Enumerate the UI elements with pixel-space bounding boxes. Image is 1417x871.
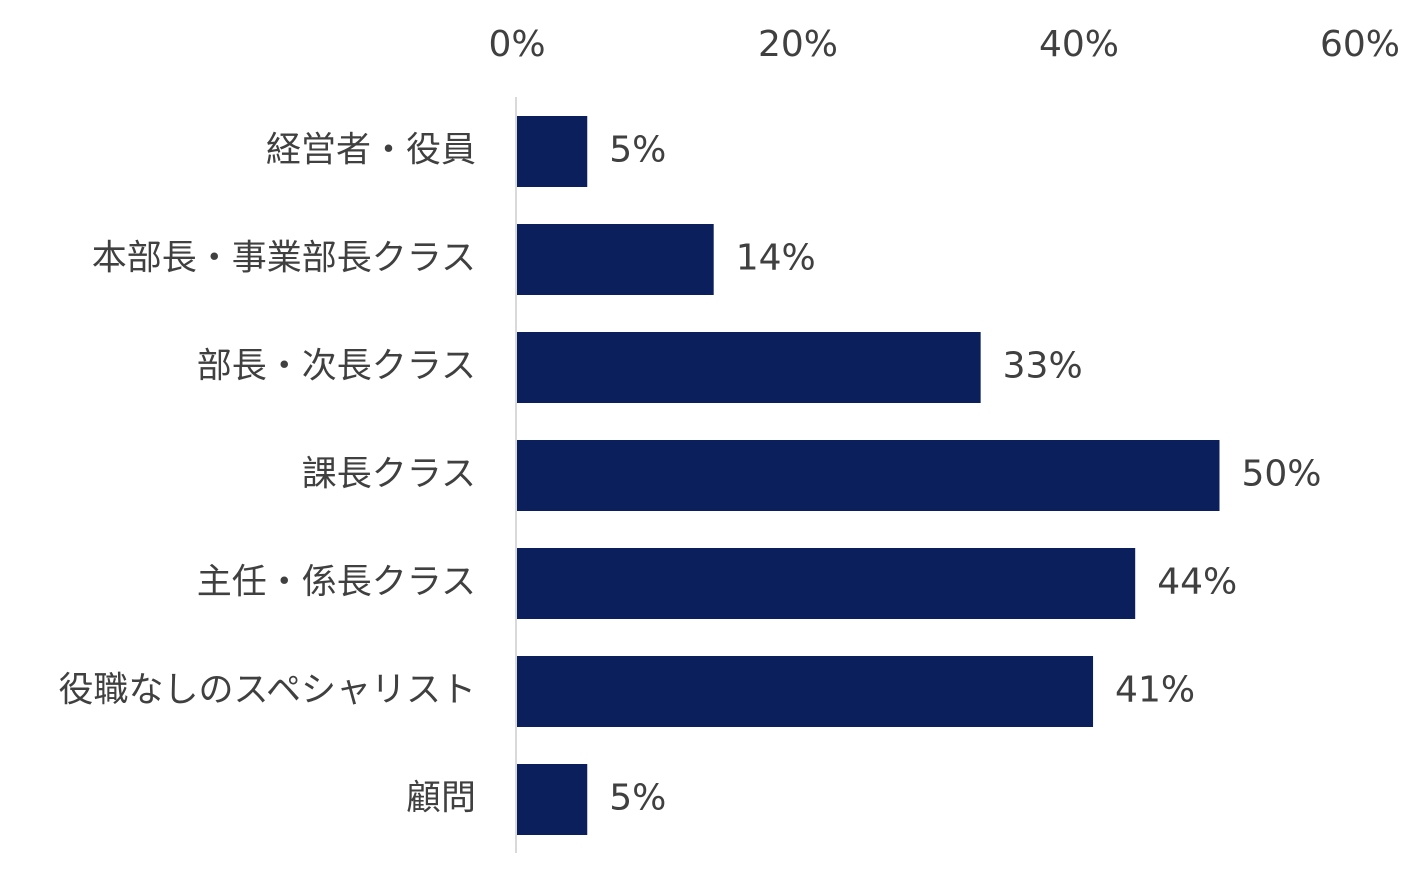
- data-label: 14%: [736, 238, 816, 279]
- data-label: 5%: [609, 130, 666, 171]
- data-label: 33%: [1003, 346, 1083, 387]
- category-label: 部長・次長クラス: [197, 347, 476, 387]
- category-labels: 経営者・役員本部長・事業部長クラス部長・次長クラス課長クラス主任・係長クラス役職…: [58, 131, 476, 819]
- category-label: 役職なしのスペシャリスト: [58, 671, 476, 711]
- x-tick-label: 20%: [758, 24, 838, 65]
- x-axis-ticks: 0% 20% 40% 60%: [488, 24, 1400, 65]
- category-label: 本部長・事業部長クラス: [92, 239, 476, 279]
- category-label: 課長クラス: [302, 455, 476, 495]
- bar: [517, 440, 1220, 511]
- bar: [517, 332, 981, 403]
- x-tick-label: 40%: [1039, 24, 1119, 65]
- bar: [517, 764, 588, 835]
- data-label: 41%: [1115, 670, 1195, 711]
- data-labels: 5% 14% 33% 50% 44% 41% 5%: [609, 130, 1321, 819]
- bar: [517, 116, 588, 187]
- data-label: 5%: [609, 778, 666, 819]
- x-tick-label: 60%: [1320, 24, 1400, 65]
- bar: [517, 224, 714, 295]
- bar: [517, 548, 1136, 619]
- bars: [517, 116, 1220, 835]
- category-label: 顧問: [406, 779, 476, 819]
- data-label: 44%: [1157, 562, 1237, 603]
- bar: [517, 656, 1094, 727]
- data-label: 50%: [1242, 454, 1322, 495]
- category-label: 経営者・役員: [266, 131, 476, 171]
- x-tick-label: 0%: [488, 24, 545, 65]
- category-label: 主任・係長クラス: [197, 563, 476, 603]
